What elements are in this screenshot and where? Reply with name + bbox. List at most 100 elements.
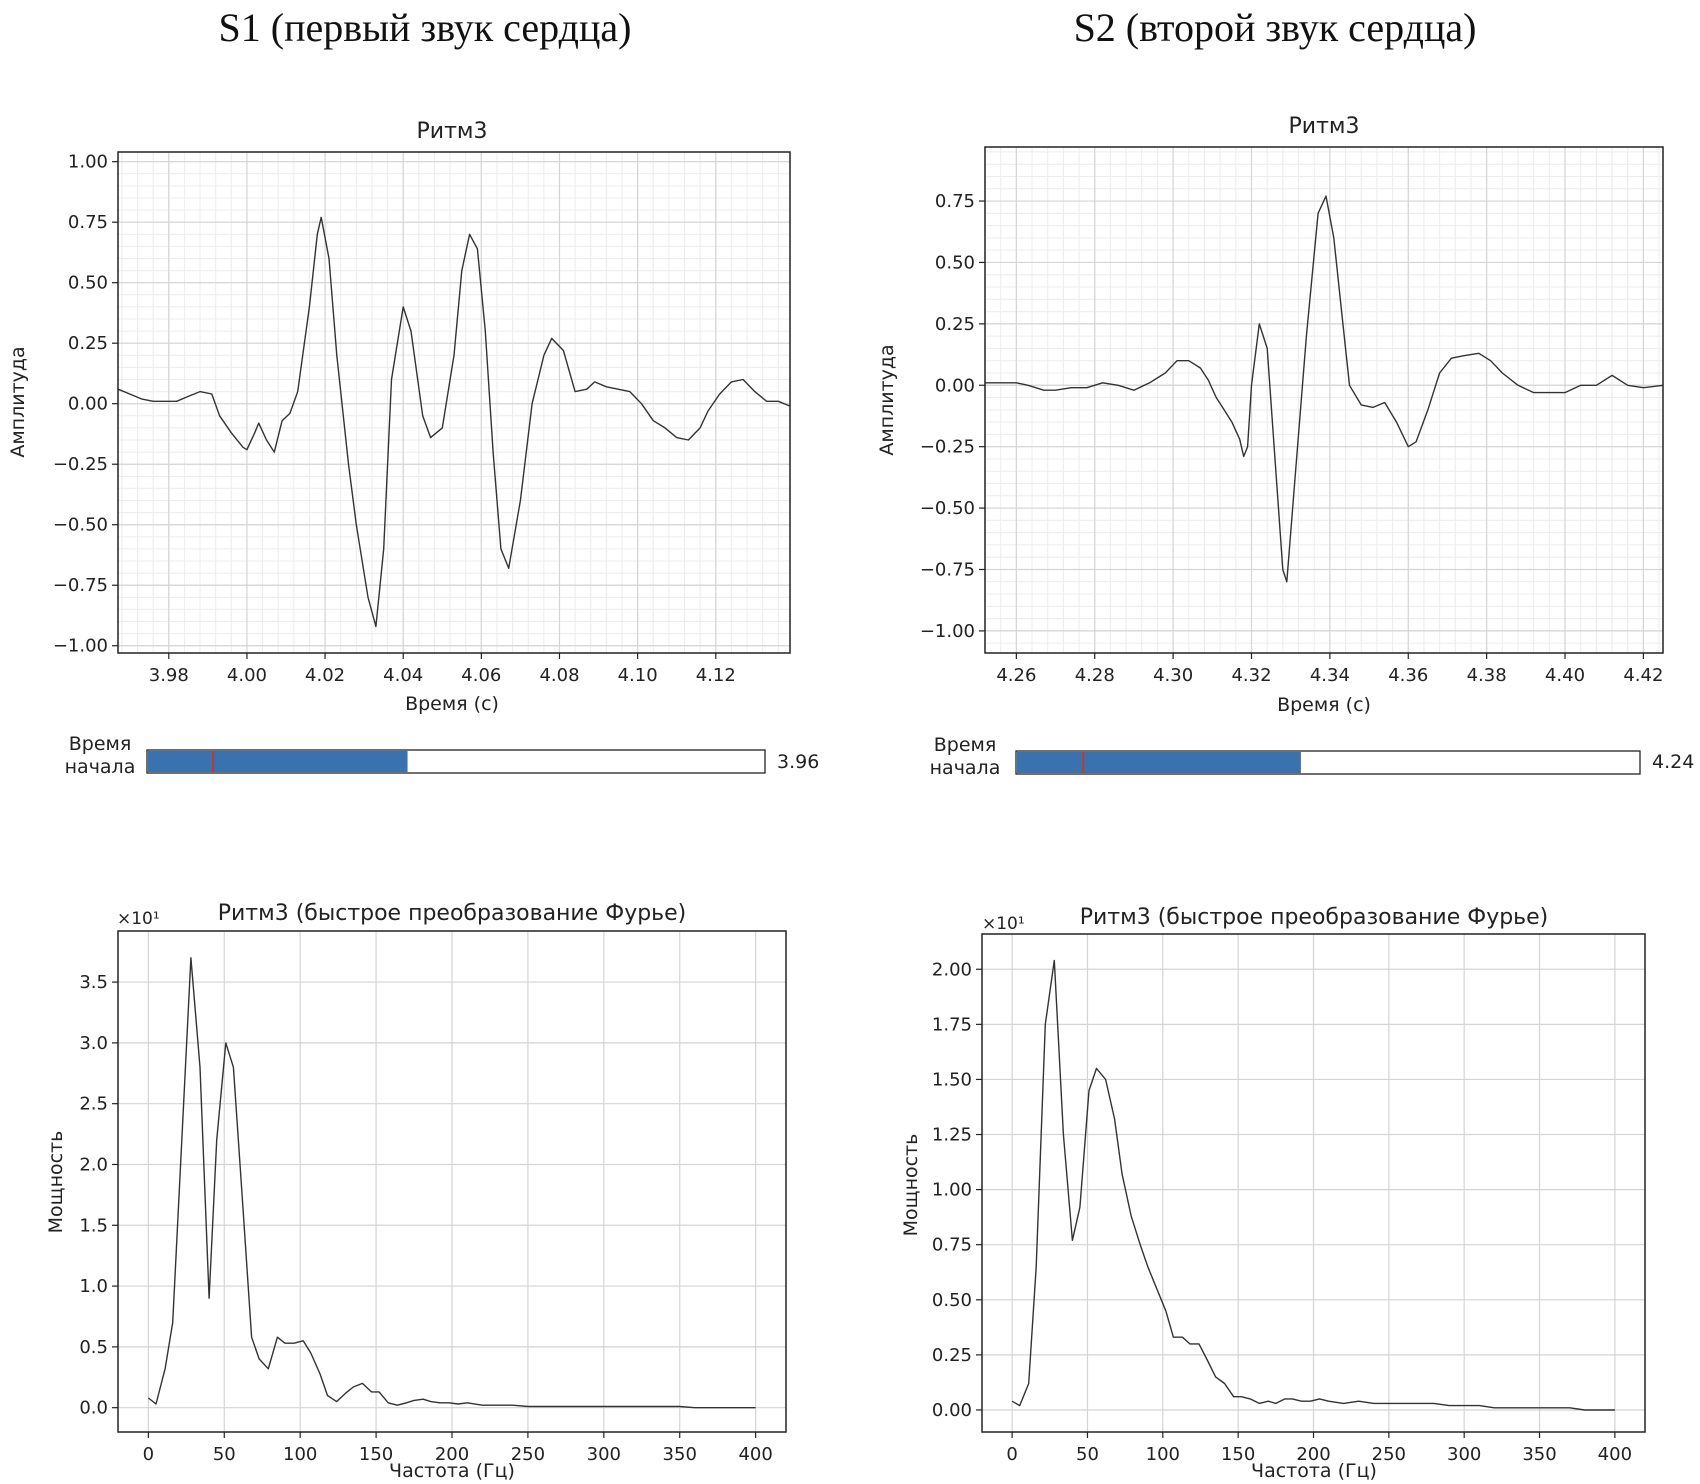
y-tick-label: 2.00 xyxy=(932,959,972,980)
grid xyxy=(118,931,786,1432)
y-scale-label: ×10¹ xyxy=(117,909,160,929)
y-tick-label: −1.00 xyxy=(53,636,108,657)
y-tick-label: 0.00 xyxy=(935,375,975,396)
y-tick-label: 0.75 xyxy=(932,1235,972,1256)
x-axis-label: Частота (Гц) xyxy=(1251,1460,1377,1482)
y-axis-label: Мощность xyxy=(45,1131,67,1234)
slider-value: 4.24 xyxy=(1652,751,1694,773)
chart-title: Ритм3 xyxy=(1289,114,1360,139)
y-tick-label: 2.0 xyxy=(79,1154,108,1175)
x-tick-label: 4.40 xyxy=(1545,665,1585,686)
x-tick-label: 350 xyxy=(1522,1444,1556,1465)
y-tick-label: 1.0 xyxy=(79,1276,108,1297)
s2-time-chart: 4.26 4.28 4.30 4.32 4.34 4.36 4.38 4.40 4.42 0.75… xyxy=(876,114,1664,716)
y-tick-label: −0.75 xyxy=(53,575,108,596)
slider-label-line1: Время xyxy=(69,733,132,755)
y-tick-label: 0.75 xyxy=(935,191,975,212)
x-tick-label: 0 xyxy=(143,1444,154,1465)
x-tick-label: 400 xyxy=(738,1444,772,1465)
series-line xyxy=(117,216,791,628)
x-tick-label: 50 xyxy=(1076,1444,1099,1465)
grid xyxy=(984,147,1663,653)
s2-heading: S2 (второй звук сердца) xyxy=(1073,5,1477,50)
s1-heading: S1 (первый звук сердца) xyxy=(218,5,632,50)
chart-title: Ритм3 xyxy=(417,119,488,144)
x-tick-label: 150 xyxy=(1221,1444,1255,1465)
y-axis-label: Амплитуда xyxy=(7,346,29,457)
x-tick-label: 100 xyxy=(283,1444,317,1465)
y-tick-label: 0.25 xyxy=(935,314,975,335)
y-axis-label: Мощность xyxy=(900,1134,922,1237)
y-tick-label: 0.5 xyxy=(79,1337,108,1358)
y-tick-label: 0.75 xyxy=(68,212,108,233)
y-tick-label: 0.50 xyxy=(68,273,108,294)
slider-fill[interactable] xyxy=(148,751,408,772)
x-tick-label: 250 xyxy=(511,1444,545,1465)
y-tick-label: 1.5 xyxy=(79,1215,108,1236)
y-tick-label: −0.25 xyxy=(920,437,975,458)
y-tick-label: 0.50 xyxy=(932,1290,972,1311)
y-axis-label: Амплитуда xyxy=(876,344,898,455)
x-tick-label: 300 xyxy=(587,1444,621,1465)
x-tick-label: 4.38 xyxy=(1467,665,1507,686)
x-tick-label: 4.08 xyxy=(539,665,579,686)
y-tick-label: 0.50 xyxy=(935,252,975,273)
y-tick-label: 1.75 xyxy=(932,1014,972,1035)
s1-time-chart: 3.98 4.00 4.02 4.04 4.06 4.08 4.10 4.12 1.00 0.75… xyxy=(7,119,791,715)
x-tick-label: 4.28 xyxy=(1075,665,1115,686)
y-tick-label: 0.25 xyxy=(68,333,108,354)
y-tick-label: 0.25 xyxy=(932,1345,972,1366)
slider-label-line1: Время xyxy=(934,734,997,756)
slider-label-line2: начала xyxy=(65,756,136,778)
y-scale-label: ×10¹ xyxy=(982,914,1025,934)
grid xyxy=(118,152,790,653)
x-tick-label: 4.42 xyxy=(1623,665,1663,686)
x-tick-label: 50 xyxy=(213,1444,236,1465)
x-tick-label: 150 xyxy=(359,1444,393,1465)
x-tick-label: 4.26 xyxy=(996,665,1036,686)
x-tick-label: 4.36 xyxy=(1388,665,1428,686)
x-axis-label: Время (с) xyxy=(1277,694,1371,716)
y-tick-label: 0.0 xyxy=(79,1398,108,1419)
y-tick-label: −0.50 xyxy=(920,498,975,519)
series-line xyxy=(147,957,756,1409)
x-axis-label: Время (с) xyxy=(405,693,499,715)
y-tick-label: −0.75 xyxy=(920,559,975,580)
x-tick-label: 400 xyxy=(1598,1444,1632,1465)
slider-fill[interactable] xyxy=(1017,752,1301,773)
x-tick-label: 4.02 xyxy=(305,665,345,686)
x-tick-label: 4.06 xyxy=(461,665,501,686)
y-tick-label: 0.00 xyxy=(68,394,108,415)
s1-fft-chart: 0 50 100 150 200 250 300 350 400 0.0 0.5 1.0 1.5 2.0 2… xyxy=(45,901,787,1482)
x-tick-label: 4.34 xyxy=(1310,665,1350,686)
x-tick-label: 4.30 xyxy=(1153,665,1193,686)
x-tick-label: 0 xyxy=(1006,1444,1017,1465)
slider-value: 3.96 xyxy=(777,751,819,773)
x-tick-label: 350 xyxy=(663,1444,697,1465)
y-tick-label: 1.50 xyxy=(932,1069,972,1090)
y-tick-label: −1.00 xyxy=(920,621,975,642)
plot-frame xyxy=(117,151,791,654)
series-line xyxy=(985,195,1664,583)
y-tick-label: 0.00 xyxy=(932,1400,972,1421)
x-tick-label: 4.04 xyxy=(383,665,423,686)
y-tick-label: 1.25 xyxy=(932,1125,972,1146)
x-tick-label: 250 xyxy=(1372,1444,1406,1465)
slider-label-line2: начала xyxy=(930,757,1001,779)
y-tick-label: 3.5 xyxy=(79,972,108,993)
x-tick-label: 4.32 xyxy=(1231,665,1271,686)
x-tick-label: 200 xyxy=(435,1444,469,1465)
y-tick-label: 1.00 xyxy=(932,1180,972,1201)
x-tick-label: 100 xyxy=(1146,1444,1180,1465)
x-tick-label: 4.10 xyxy=(618,665,658,686)
x-tick-label: 300 xyxy=(1447,1444,1481,1465)
plot-frame xyxy=(984,146,1664,654)
y-tick-label: 2.5 xyxy=(79,1094,108,1115)
chart-title: Ритм3 (быстрое преобразование Фурье) xyxy=(1080,905,1549,930)
x-tick-label: 3.98 xyxy=(149,665,189,686)
x-axis-label: Частота (Гц) xyxy=(389,1460,515,1482)
series-line xyxy=(1011,959,1615,1411)
